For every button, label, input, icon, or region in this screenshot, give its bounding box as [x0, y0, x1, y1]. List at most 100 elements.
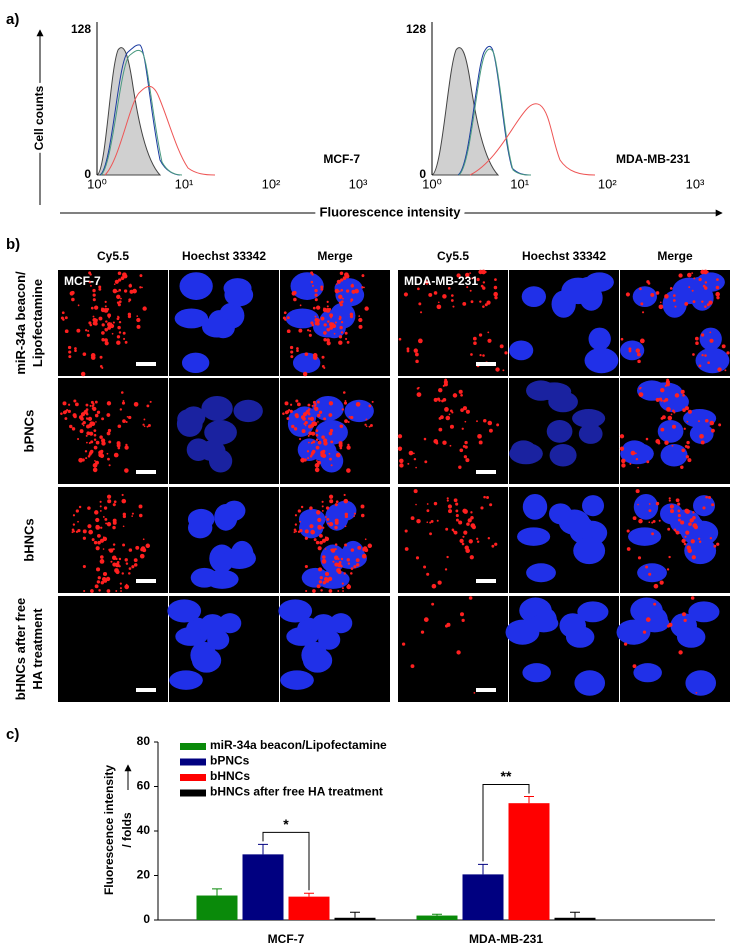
signal	[655, 291, 660, 295]
nucleus	[179, 272, 213, 300]
nucleus	[659, 391, 689, 413]
signal	[93, 429, 97, 433]
signal	[715, 285, 720, 290]
signal	[73, 414, 77, 419]
signal	[716, 295, 720, 300]
signal	[494, 295, 498, 300]
signal	[295, 399, 299, 403]
signal	[423, 437, 427, 441]
signal	[99, 500, 102, 503]
signal	[347, 421, 350, 424]
signal	[482, 286, 486, 290]
signal	[453, 530, 458, 535]
signal	[463, 509, 468, 514]
signal	[464, 420, 467, 423]
signal	[458, 520, 463, 525]
signal	[116, 294, 121, 299]
signal	[92, 404, 95, 407]
row-label: bPNCs	[21, 410, 36, 453]
nucleus	[329, 613, 353, 634]
signal	[433, 397, 438, 402]
signal	[116, 290, 119, 293]
signal	[458, 465, 462, 469]
signal	[122, 272, 127, 278]
signal	[312, 440, 316, 444]
signal	[332, 560, 335, 563]
signal	[326, 328, 330, 332]
signal	[364, 306, 369, 311]
signal	[334, 321, 337, 324]
y-label: / folds	[120, 812, 134, 848]
signal	[323, 323, 327, 327]
signal	[326, 305, 329, 308]
signal	[327, 522, 330, 525]
signal	[340, 300, 344, 304]
signal	[93, 540, 98, 545]
signal	[127, 314, 132, 319]
signal	[112, 548, 115, 551]
signal	[632, 664, 637, 669]
x-tick-label: 10¹	[510, 176, 529, 191]
signal	[99, 355, 103, 359]
signal	[311, 449, 316, 454]
signal	[114, 568, 119, 573]
signal	[316, 318, 320, 322]
signal	[288, 409, 291, 412]
signal	[364, 423, 367, 426]
signal	[105, 576, 111, 582]
signal	[343, 572, 346, 575]
signal	[711, 503, 715, 507]
nucleus	[188, 517, 213, 539]
signal	[670, 413, 673, 416]
signal	[706, 270, 709, 274]
signal	[102, 548, 105, 550]
nucleus	[657, 419, 684, 443]
nucleus	[302, 648, 333, 673]
signal	[404, 529, 408, 533]
signal	[89, 284, 92, 287]
signal	[299, 304, 302, 307]
signal	[334, 555, 339, 560]
signal	[296, 402, 301, 407]
signal	[128, 567, 132, 570]
signal	[346, 340, 350, 344]
signal	[90, 306, 94, 310]
signal	[123, 289, 128, 293]
signal	[99, 538, 104, 543]
signal	[692, 523, 698, 528]
signal	[317, 524, 322, 529]
signal	[694, 336, 699, 341]
x-tick-label: 10³	[349, 176, 368, 191]
signal	[100, 526, 103, 529]
histogram-curves	[96, 44, 596, 176]
signal	[147, 424, 151, 427]
signal	[447, 287, 451, 290]
signal	[436, 519, 439, 522]
x-tick-label: 10³	[686, 176, 705, 191]
signal	[298, 328, 303, 333]
error-bar	[258, 843, 268, 855]
signal	[128, 300, 130, 303]
signal	[99, 510, 102, 512]
signal	[450, 409, 453, 413]
panel-c: c) 0 20 40 60 80 Fluorescence intensity / folds…	[6, 726, 715, 946]
error-bar	[478, 863, 488, 875]
signal	[329, 499, 334, 504]
signal	[705, 495, 708, 499]
signal	[124, 468, 129, 473]
signal	[321, 435, 325, 439]
signal	[82, 564, 86, 569]
signal	[641, 311, 645, 314]
signal	[491, 544, 495, 548]
signal	[131, 512, 134, 515]
signal	[681, 448, 686, 453]
error-bar	[432, 913, 442, 916]
signal	[85, 403, 89, 407]
signal	[90, 440, 94, 444]
signal	[446, 555, 449, 559]
signal	[98, 589, 101, 592]
signal	[709, 420, 715, 426]
signal	[116, 335, 121, 339]
signal	[464, 272, 470, 278]
